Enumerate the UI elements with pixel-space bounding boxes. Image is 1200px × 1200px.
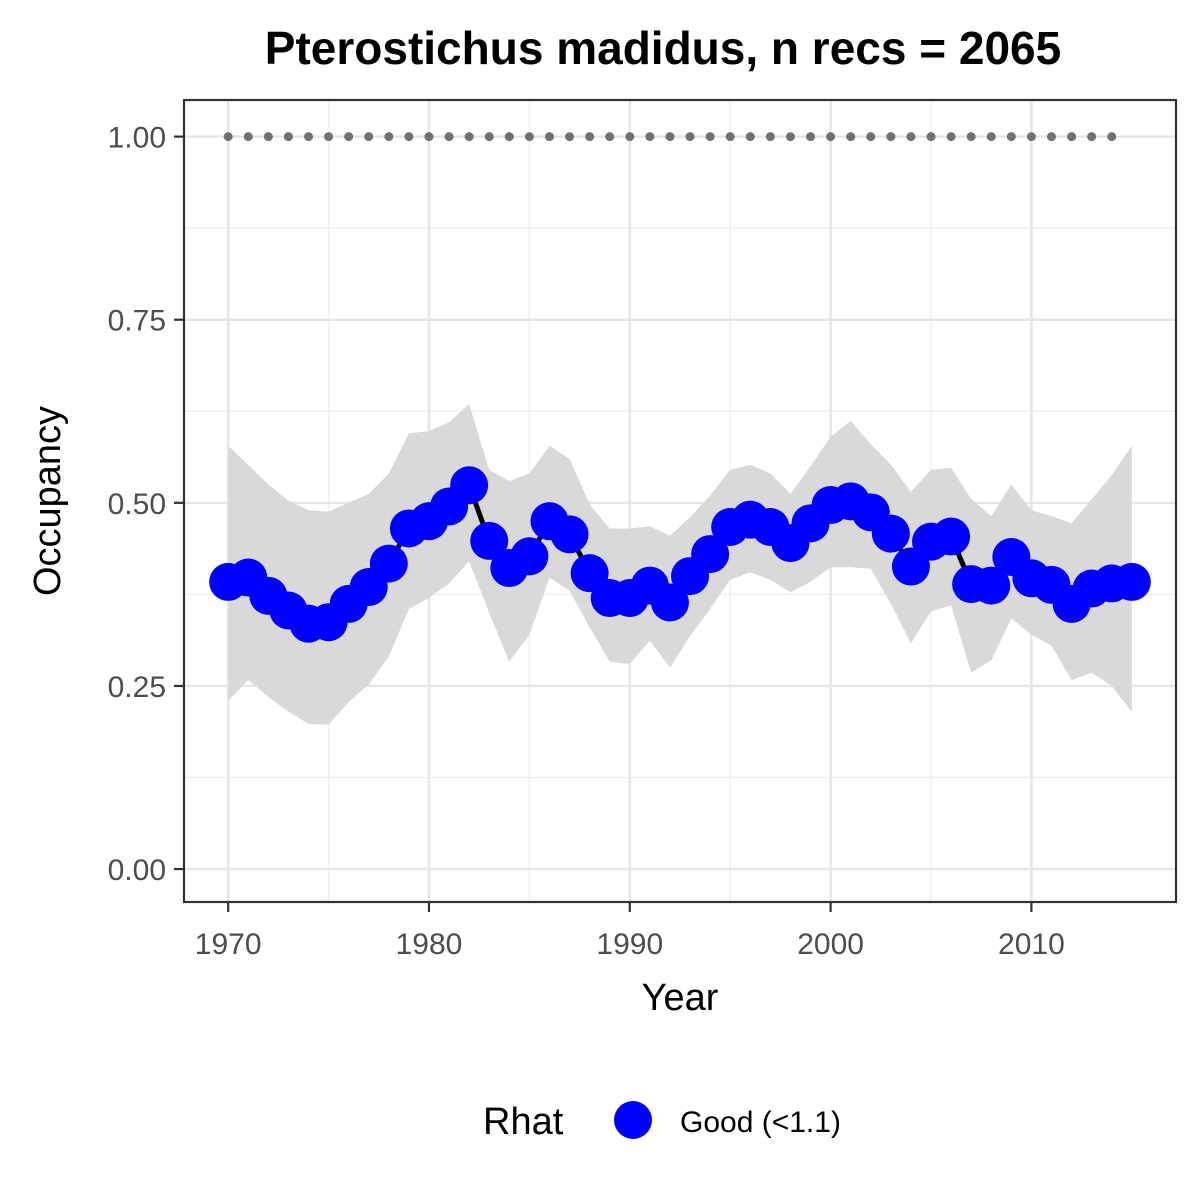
chart-title: Pterostichus madidus, n recs = 2065 (265, 22, 1061, 74)
data-point-2008 (972, 566, 1011, 605)
reference-dot (745, 132, 755, 142)
reference-dot (324, 132, 334, 142)
reference-dot (484, 132, 494, 142)
reference-dot (625, 132, 635, 142)
reference-dot (785, 132, 795, 142)
data-point-2003 (871, 514, 910, 553)
reference-dot (906, 132, 916, 142)
y-tick-label: 0.25 (108, 671, 166, 704)
reference-dot (866, 132, 876, 142)
reference-dot (544, 132, 554, 142)
reference-dot (464, 132, 474, 142)
reference-dot (926, 132, 936, 142)
reference-dot (243, 132, 253, 142)
reference-dot (404, 132, 414, 142)
reference-dot (344, 132, 354, 142)
reference-dot (1046, 132, 1056, 142)
y-tick-label: 1.00 (108, 122, 166, 155)
data-point-1983 (470, 521, 509, 560)
reference-dot (685, 132, 695, 142)
data-point-1985 (510, 537, 549, 576)
reference-dot (986, 132, 996, 142)
legend-key-good (614, 1101, 652, 1139)
reference-dot (725, 132, 735, 142)
panel-border (182, 98, 1178, 904)
data-points (209, 466, 1151, 643)
y-axis-ticks: 0.00 0.25 0.50 0.75 1.00 (108, 122, 184, 887)
reference-dot (283, 132, 293, 142)
data-point-2006 (932, 517, 971, 556)
x-axis-title: Year (642, 977, 719, 1019)
reference-dot (263, 132, 273, 142)
data-point-1978 (369, 544, 408, 583)
x-tick-label: 2010 (998, 928, 1065, 961)
data-point-2015 (1112, 562, 1151, 601)
data-point-1994 (691, 535, 730, 574)
reference-dot (946, 132, 956, 142)
reference-dot (223, 132, 233, 142)
reference-dot (585, 132, 595, 142)
legend: Rhat Good (<1.1) (483, 1101, 841, 1143)
reference-dot (806, 132, 816, 142)
reference-dot (826, 132, 836, 142)
reference-dot (424, 132, 434, 142)
y-tick-label: 0.00 (108, 854, 166, 887)
reference-dot (665, 132, 675, 142)
reference-dot (645, 132, 655, 142)
data-point-1992 (650, 583, 689, 622)
x-tick-label: 2000 (797, 928, 864, 961)
reference-dot (966, 132, 976, 142)
reference-dot (1107, 132, 1117, 142)
y-tick-label: 0.50 (108, 488, 166, 521)
legend-title: Rhat (483, 1101, 564, 1143)
reference-dot (1006, 132, 1016, 142)
reference-dot (524, 132, 534, 142)
reference-dot (605, 132, 615, 142)
reference-dot (504, 132, 514, 142)
reference-dot (444, 132, 454, 142)
x-tick-label: 1980 (396, 928, 463, 961)
reference-dot (565, 132, 575, 142)
x-tick-label: 1990 (596, 928, 663, 961)
data-point-1987 (550, 515, 589, 554)
reference-dot (364, 132, 374, 142)
legend-label-good: Good (<1.1) (680, 1106, 841, 1139)
reference-dot (705, 132, 715, 142)
reference-dot (1087, 132, 1097, 142)
reference-dot (1067, 132, 1077, 142)
plot-panel (184, 100, 1176, 902)
y-axis-title: Occupancy (27, 406, 69, 596)
y-tick-label: 0.75 (108, 305, 166, 338)
reference-dot (1026, 132, 1036, 142)
x-axis-ticks: 1970 1980 1990 2000 2010 (195, 902, 1065, 961)
reference-dot (886, 132, 896, 142)
x-tick-label: 1970 (195, 928, 262, 961)
reference-dot (846, 132, 856, 142)
reference-dot (765, 132, 775, 142)
data-point-1982 (450, 466, 489, 505)
reference-line (223, 132, 1117, 142)
reference-dot (384, 132, 394, 142)
reference-dot (304, 132, 314, 142)
